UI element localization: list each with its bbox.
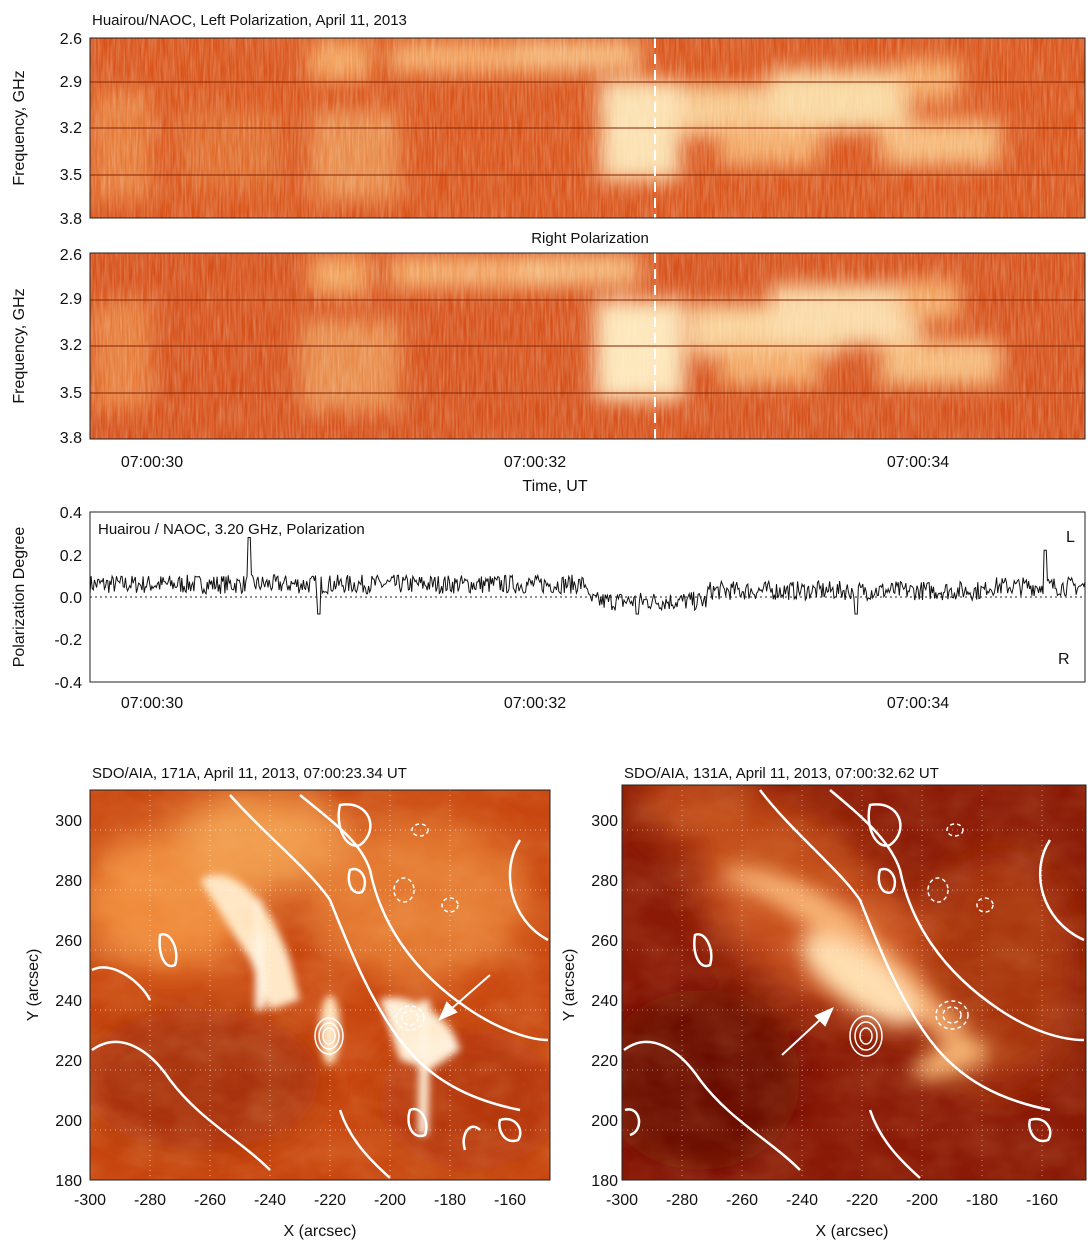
spec-bot-ytick-3-8: 3.8	[60, 430, 82, 447]
spectrogram-bottom-title: Right Polarization	[531, 230, 649, 247]
spec-bot-ytick-2-9: 2.9	[60, 291, 82, 308]
aia-left-xtick-neg180: -180	[434, 1192, 466, 1209]
spec-xtick-07-00-34: 07:00:34	[887, 454, 949, 471]
spectrogram-bottom-image	[90, 253, 1085, 439]
polarization-x-ticks: 07:00:30 07:00:32 07:00:34	[121, 695, 949, 712]
spectrogram-bottom-y-ticks: 2.6 2.9 3.2 3.5 3.8	[60, 247, 82, 447]
aia-left-xtick-neg160: -160	[494, 1192, 526, 1209]
pol-ytick-0-2: 0.2	[60, 548, 82, 565]
aia-left-title: SDO/AIA, 171A, April 11, 2013, 07:00:23.…	[92, 765, 407, 782]
spec-xtick-07-00-30: 07:00:30	[121, 454, 183, 471]
aia-left-x-ticks: -300 -280 -260 -240 -220 -200 -180 -160	[74, 1192, 526, 1209]
aia-right-title: SDO/AIA, 131A, April 11, 2013, 07:00:32.…	[624, 765, 939, 782]
spec-bot-ytick-3-5: 3.5	[60, 385, 82, 402]
spec-top-ytick-2-6: 2.6	[60, 31, 82, 48]
spec-top-ytick-2-9: 2.9	[60, 74, 82, 91]
aia-left-xlabel: X (arcsec)	[284, 1223, 357, 1240]
aia-right-ytick-280: 280	[591, 873, 618, 890]
spec-top-ytick-3-2: 3.2	[60, 120, 82, 137]
spectrogram-top-y-ticks: 2.6 2.9 3.2 3.5 3.8	[60, 31, 82, 228]
aia-right-xtick-neg220: -220	[846, 1192, 878, 1209]
spec-bot-ytick-2-6: 2.6	[60, 247, 82, 264]
pol-ytick-neg-0-2: -0.2	[54, 632, 82, 649]
aia-left-xtick-neg280: -280	[134, 1192, 166, 1209]
aia-right-y-ticks: 180 200 220 240 260 280 300	[591, 813, 618, 1190]
pol-ytick-0-4: 0.4	[60, 505, 82, 522]
pol-xtick-07-00-30: 07:00:30	[121, 695, 183, 712]
aia-right-ytick-180: 180	[591, 1173, 618, 1190]
aia-right-xtick-neg200: -200	[906, 1192, 938, 1209]
polarization-series-line	[89, 537, 1086, 615]
aia-left-ylabel: Y (arcsec)	[25, 949, 42, 1022]
aia-right-xtick-neg180: -180	[966, 1192, 998, 1209]
aia-left-xtick-neg200: -200	[374, 1192, 406, 1209]
polarization-title: Huairou / NAOC, 3.20 GHz, Polarization	[98, 521, 365, 538]
aia-right-xtick-neg260: -260	[726, 1192, 758, 1209]
aia-right-ytick-240: 240	[591, 993, 618, 1010]
aia-left-xtick-neg300: -300	[74, 1192, 106, 1209]
aia-left-arrow	[438, 974, 491, 1021]
aia-left-ytick-180: 180	[55, 1173, 82, 1190]
aia-left-ytick-300: 300	[55, 813, 82, 830]
aia-left-xtick-neg220: -220	[314, 1192, 346, 1209]
aia-left-y-ticks: 180 200 220 240 260 280 300	[55, 813, 82, 1190]
spectrogram-top-ylabel: Frequency, GHz	[11, 70, 28, 185]
aia-131-image	[622, 785, 1086, 1180]
spec-xtick-07-00-32: 07:00:32	[504, 454, 566, 471]
aia-left-ytick-200: 200	[55, 1113, 82, 1130]
spec-top-ytick-3-8: 3.8	[60, 211, 82, 228]
pol-xtick-07-00-34: 07:00:34	[887, 695, 949, 712]
polarization-label-l: L	[1066, 529, 1075, 546]
spectrogram-top-image	[90, 38, 1085, 218]
aia-right-ytick-200: 200	[591, 1113, 618, 1130]
aia-left-ytick-260: 260	[55, 933, 82, 950]
aia-left-ytick-220: 220	[55, 1053, 82, 1070]
aia-right-ytick-220: 220	[591, 1053, 618, 1070]
spec-bot-ytick-3-2: 3.2	[60, 337, 82, 354]
pol-xtick-07-00-32: 07:00:32	[504, 695, 566, 712]
aia-left-ytick-240: 240	[55, 993, 82, 1010]
polarization-label-r: R	[1058, 651, 1070, 668]
aia-right-xlabel: X (arcsec)	[816, 1223, 889, 1240]
aia-right-xtick-neg300: -300	[606, 1192, 638, 1209]
polarization-ylabel: Polarization Degree	[11, 527, 28, 668]
spectrogram-xlabel: Time, UT	[522, 478, 587, 495]
aia-right-xtick-neg280: -280	[666, 1192, 698, 1209]
aia-left-xtick-neg260: -260	[194, 1192, 226, 1209]
spectrogram-bottom-ylabel: Frequency, GHz	[11, 288, 28, 403]
aia-right-xtick-neg240: -240	[786, 1192, 818, 1209]
aia-right-ytick-300: 300	[591, 813, 618, 830]
spec-top-ytick-3-5: 3.5	[60, 167, 82, 184]
aia-right-arrow	[781, 1007, 834, 1056]
aia-171-image	[90, 790, 550, 1180]
polarization-y-ticks: 0.4 0.2 0.0 -0.2 -0.4	[54, 505, 82, 692]
pol-ytick-0-0: 0.0	[60, 590, 82, 607]
aia-right-ylabel: Y (arcsec)	[561, 949, 578, 1022]
spectrogram-top-title: Huairou/NAOC, Left Polarization, April 1…	[92, 12, 407, 29]
aia-right-xtick-neg160: -160	[1026, 1192, 1058, 1209]
spectrogram-x-ticks: 07:00:30 07:00:32 07:00:34	[121, 454, 949, 471]
aia-left-xtick-neg240: -240	[254, 1192, 286, 1209]
aia-right-x-ticks: -300 -280 -260 -240 -220 -200 -180 -160	[606, 1192, 1058, 1209]
aia-left-ytick-280: 280	[55, 873, 82, 890]
pol-ytick-neg-0-4: -0.4	[54, 675, 82, 692]
aia-right-ytick-260: 260	[591, 933, 618, 950]
